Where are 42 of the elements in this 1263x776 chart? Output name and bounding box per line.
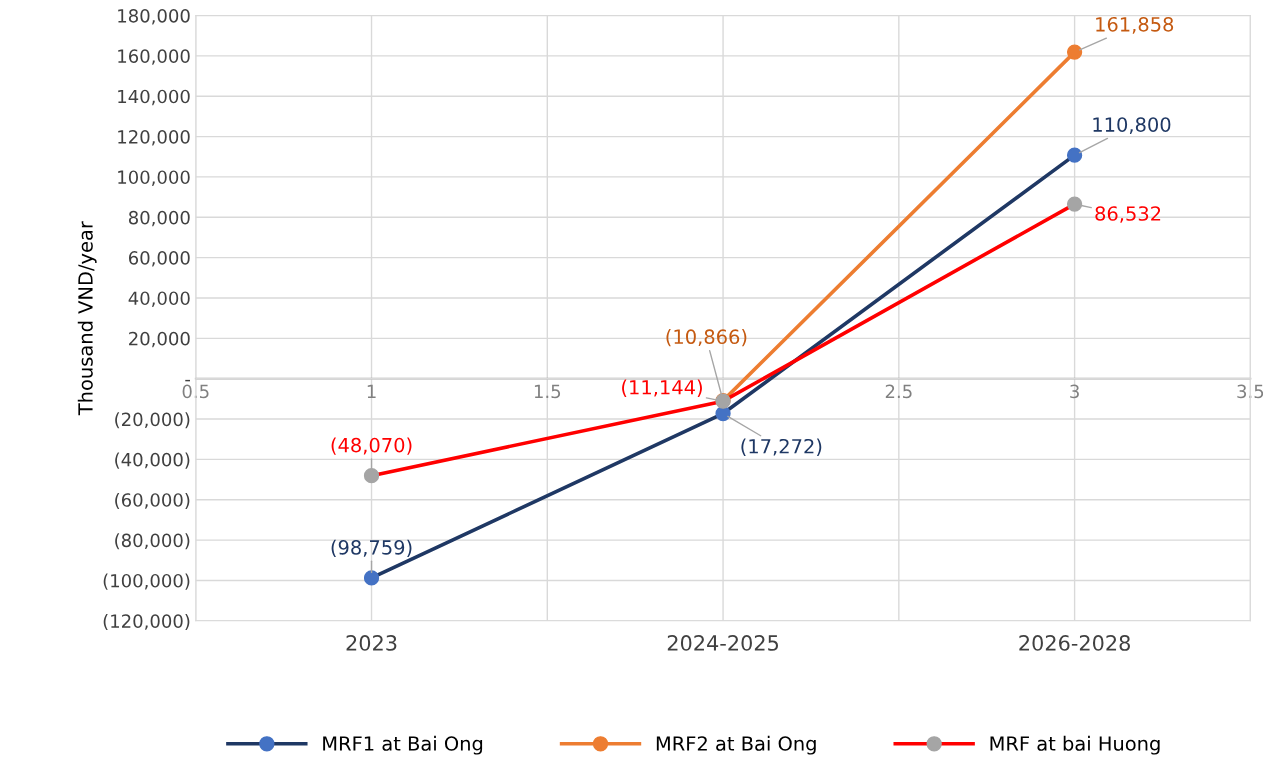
y-tick-label: (80,000) — [115, 533, 190, 550]
data-label: (48,070) — [331, 437, 412, 455]
x2-tick-label: 2.5 — [885, 384, 912, 399]
x-tick-label: 2024-2025 — [667, 635, 779, 651]
y-tick-label: (40,000) — [115, 452, 190, 469]
point — [1066, 44, 1083, 60]
point — [1066, 147, 1083, 163]
x2-tick-label: 3 — [1070, 384, 1079, 399]
x2-tick-label: 1 — [367, 384, 376, 398]
y-tick-label: 100,000 — [118, 170, 190, 186]
y-tick-label: (20,000) — [115, 412, 190, 429]
y-tick-label: (60,000) — [115, 492, 190, 509]
y-tick-label: 40,000 — [128, 291, 190, 307]
x-tick-label: 2026-2028 — [1019, 635, 1130, 651]
legend-label: MRF at bai Huong — [990, 735, 1160, 755]
data-label: 86,532 — [1095, 206, 1161, 223]
y-tick-label: 80,000 — [128, 210, 190, 227]
y-tick-label: (120,000) — [103, 613, 190, 631]
data-label: (98,759) — [331, 539, 412, 558]
y-tick-label: 180,000 — [118, 8, 190, 25]
y-tick-label: 120,000 — [118, 130, 190, 146]
x2-tick-label: 0.5 — [182, 384, 209, 399]
data-label: (17,272) — [741, 438, 822, 456]
y-tick-label: 140,000 — [118, 89, 190, 106]
point — [1066, 196, 1083, 212]
x2-tick-label: 3.5 — [1237, 384, 1263, 399]
y-tick-label: 60,000 — [128, 251, 190, 267]
y-tick-label: (100,000) — [103, 573, 190, 590]
x-tick-label: 2023 — [346, 635, 397, 651]
data-label: 161,858 — [1096, 16, 1174, 34]
data-label: (11,144) — [622, 379, 702, 397]
x2-tick-label: 1.5 — [534, 384, 561, 399]
y-tick-label: 20,000 — [129, 331, 190, 348]
y-tick-label: 160,000 — [118, 49, 190, 65]
legend-label: MRF1 at Bai Ong — [323, 735, 483, 755]
y-tick-label: - — [185, 379, 191, 382]
legend-label: MRF2 at Bai Ong — [656, 735, 816, 755]
data-label: 110,800 — [1093, 117, 1171, 134]
point — [363, 468, 380, 484]
point — [363, 570, 380, 586]
y-axis-title: Thousand VND/year — [77, 221, 97, 416]
data-label: (10,866) — [666, 329, 747, 347]
